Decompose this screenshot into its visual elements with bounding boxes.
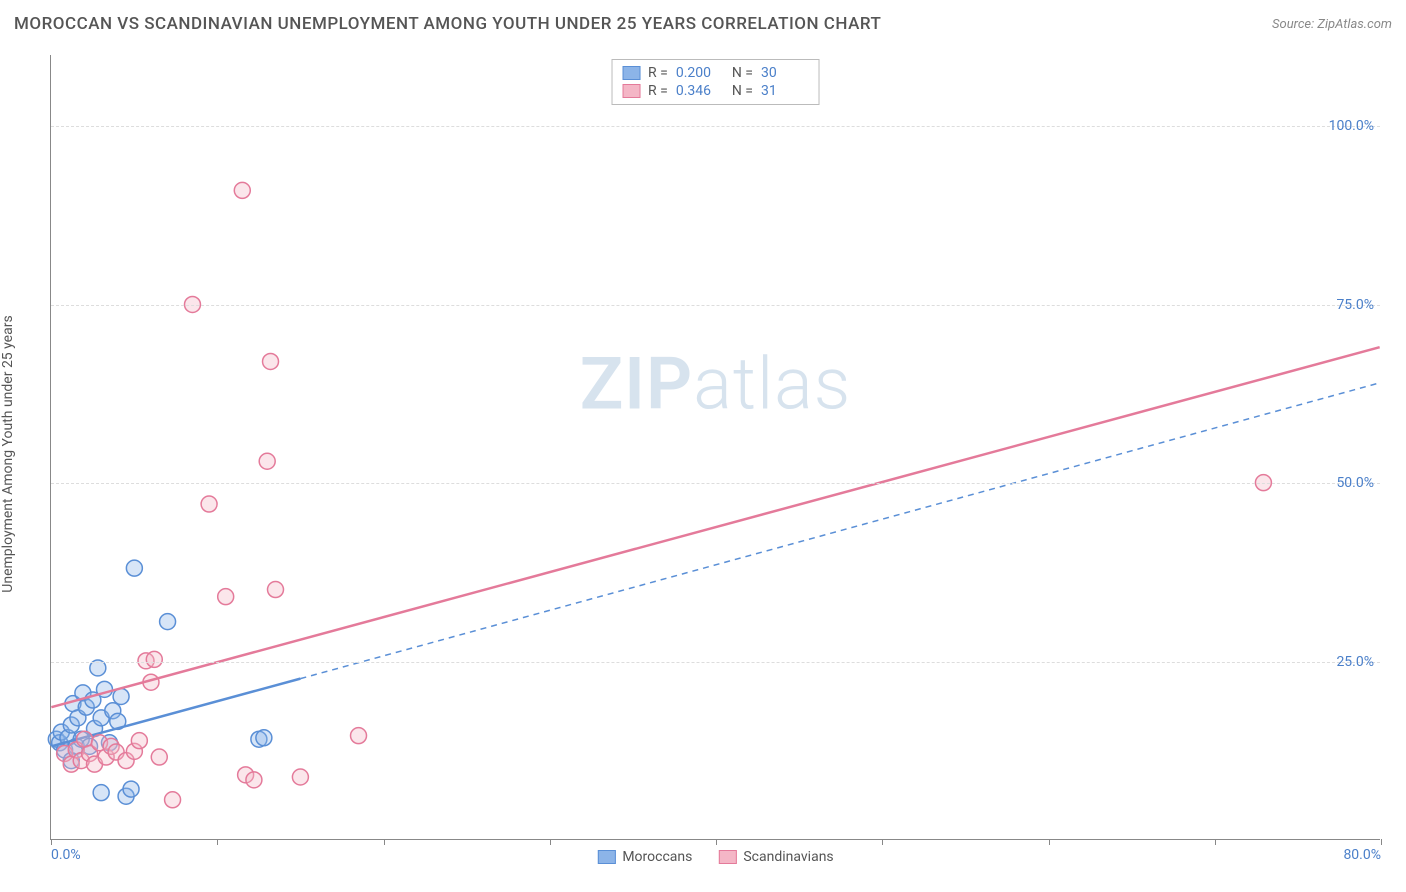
x-tick: [1381, 839, 1382, 845]
r-label: R =: [648, 65, 668, 81]
trend-line-dashed: [300, 383, 1379, 679]
n-label: N =: [732, 83, 753, 99]
scatter-point: [351, 728, 367, 744]
legend-label: Scandinavians: [743, 849, 833, 865]
n-label: N =: [732, 65, 753, 81]
n-value: 31: [761, 83, 809, 99]
x-tick: [51, 839, 52, 845]
source-label: Source: ZipAtlas.com: [1272, 17, 1392, 32]
stats-row: R = 0.200 N = 30: [622, 64, 809, 82]
scatter-point: [165, 792, 181, 808]
chart-title: MOROCCAN VS SCANDINAVIAN UNEMPLOYMENT AM…: [14, 14, 881, 34]
x-tick: [1215, 839, 1216, 845]
plot-area: ZIPatlas R = 0.200 N = 30 R = 0.346 N = …: [50, 55, 1380, 840]
y-tick-label: 50.0%: [1336, 475, 1374, 491]
x-tick: [550, 839, 551, 845]
x-tick: [384, 839, 385, 845]
scatter-point: [131, 733, 147, 749]
x-tick-label: 0.0%: [51, 847, 81, 863]
n-value: 30: [761, 65, 809, 81]
scatter-point: [263, 353, 279, 369]
r-value: 0.200: [676, 65, 724, 81]
scatter-point: [126, 560, 142, 576]
scatter-point: [151, 749, 167, 765]
trend-line: [51, 347, 1379, 707]
legend-label: Moroccans: [622, 849, 692, 865]
bottom-legend: Moroccans Scandinavians: [597, 849, 833, 865]
scatter-point: [160, 614, 176, 630]
stats-row: R = 0.346 N = 31: [622, 82, 809, 100]
series-swatch-icon: [597, 850, 615, 864]
series-swatch-icon: [718, 850, 736, 864]
chart-svg: [51, 55, 1380, 839]
scatter-point: [246, 772, 262, 788]
y-tick-label: 100.0%: [1329, 118, 1374, 134]
r-label: R =: [648, 83, 668, 99]
x-tick: [1049, 839, 1050, 845]
scatter-point: [259, 453, 275, 469]
title-bar: MOROCCAN VS SCANDINAVIAN UNEMPLOYMENT AM…: [14, 14, 1392, 34]
grid-line: [51, 305, 1380, 306]
scatter-point: [146, 651, 162, 667]
grid-line: [51, 126, 1380, 127]
stats-legend: R = 0.200 N = 30 R = 0.346 N = 31: [611, 59, 820, 105]
grid-line: [51, 662, 1380, 663]
x-tick: [716, 839, 717, 845]
legend-item: Scandinavians: [718, 849, 833, 865]
x-tick: [217, 839, 218, 845]
scatter-point: [218, 589, 234, 605]
r-value: 0.346: [676, 83, 724, 99]
scatter-point: [93, 785, 109, 801]
y-axis-label: Unemployment Among Youth under 25 years: [0, 315, 16, 592]
series-swatch-icon: [622, 84, 640, 98]
y-tick-label: 25.0%: [1336, 654, 1374, 670]
scatter-point: [234, 182, 250, 198]
y-tick-label: 75.0%: [1336, 297, 1374, 313]
series-swatch-icon: [622, 66, 640, 80]
legend-item: Moroccans: [597, 849, 692, 865]
x-tick-label: 80.0%: [1343, 847, 1381, 863]
scatter-point: [123, 781, 139, 797]
grid-line: [51, 483, 1380, 484]
scatter-point: [201, 496, 217, 512]
scatter-point: [268, 582, 284, 598]
scatter-point: [256, 730, 272, 746]
scatter-point: [292, 769, 308, 785]
x-tick: [882, 839, 883, 845]
